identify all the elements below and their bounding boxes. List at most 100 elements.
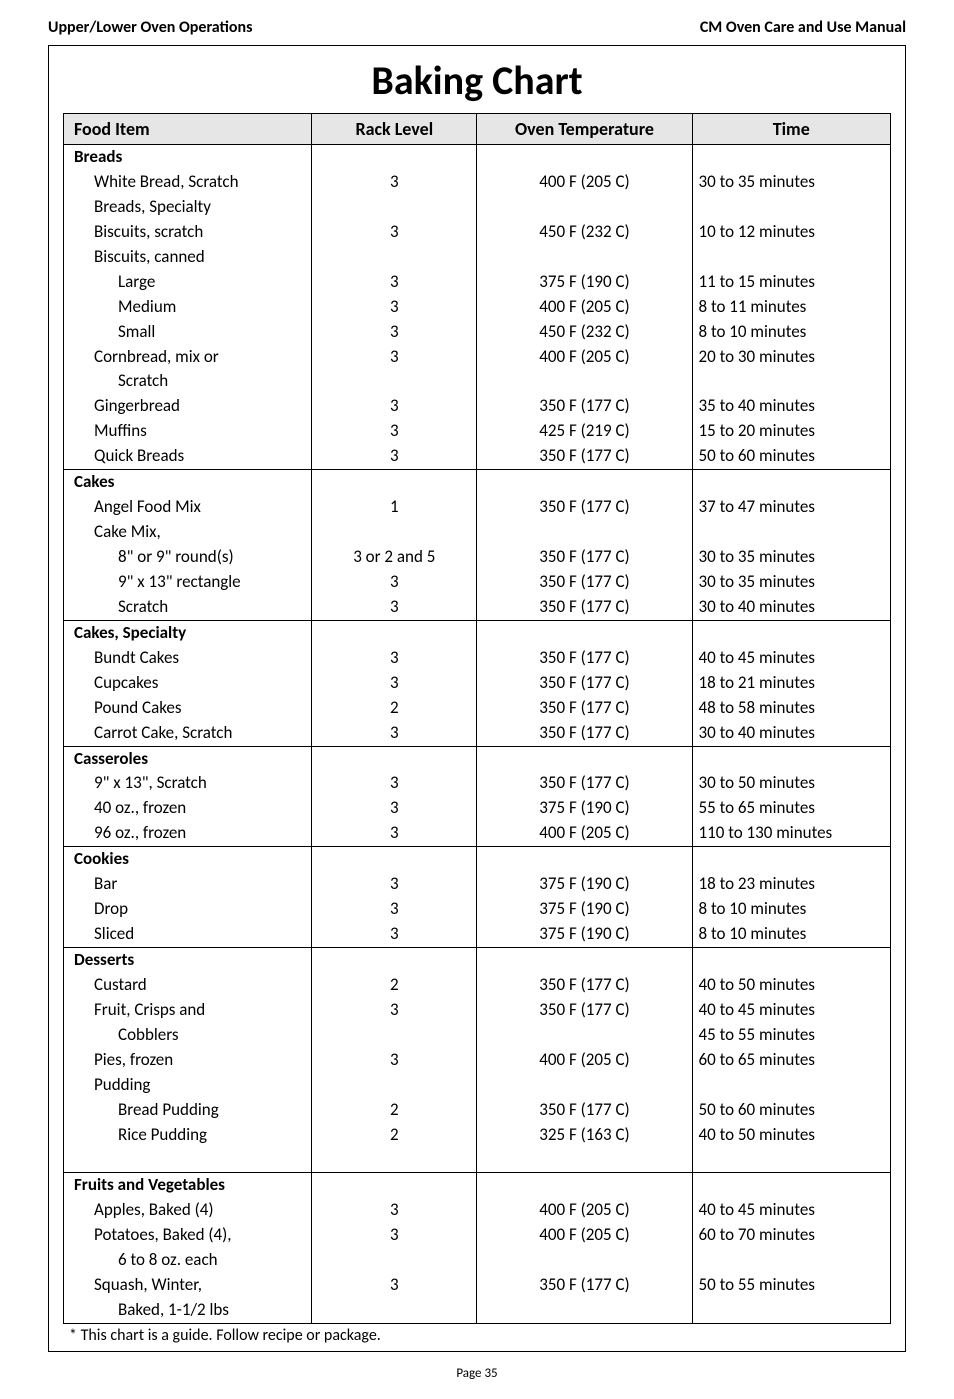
section-header-row: Cakes	[64, 470, 891, 495]
oven-temp-cell: 325 F (163 C)	[477, 1123, 692, 1148]
baking-chart-table: Food Item Rack Level Oven Temperature Ti…	[63, 113, 891, 1324]
rack-level-cell	[312, 245, 477, 270]
rack-level-cell: 3	[312, 646, 477, 671]
chart-box: Baking Chart Food Item Rack Level Oven T…	[48, 45, 906, 1352]
oven-temp-cell	[477, 1148, 692, 1173]
empty-cell	[477, 470, 692, 495]
food-item-cell: Biscuits, canned	[64, 245, 312, 270]
table-header-row: Food Item Rack Level Oven Temperature Ti…	[64, 114, 891, 145]
empty-cell	[477, 746, 692, 771]
empty-cell	[312, 470, 477, 495]
food-item-cell: Cornbread, mix or	[64, 345, 312, 370]
empty-cell	[692, 620, 891, 645]
time-cell	[692, 369, 891, 394]
oven-temp-cell: 350 F (177 C)	[477, 394, 692, 419]
table-row: Cornbread, mix or3400 F (205 C)20 to 30 …	[64, 345, 891, 370]
rack-level-cell	[312, 1148, 477, 1173]
section-name: Cakes	[64, 470, 312, 495]
time-cell: 8 to 10 minutes	[692, 922, 891, 947]
oven-temp-cell	[477, 1023, 692, 1048]
food-item-cell: Fruit, Crisps and	[64, 998, 312, 1023]
table-row: Large3375 F (190 C)11 to 15 minutes	[64, 270, 891, 295]
table-row: Apples, Baked (4)3400 F (205 C)40 to 45 …	[64, 1198, 891, 1223]
rack-level-cell: 3	[312, 570, 477, 595]
rack-level-cell: 3	[312, 419, 477, 444]
food-item-cell: Pound Cakes	[64, 696, 312, 721]
rack-level-cell: 3	[312, 671, 477, 696]
oven-temp-cell: 450 F (232 C)	[477, 220, 692, 245]
oven-temp-cell: 350 F (177 C)	[477, 671, 692, 696]
time-cell: 30 to 50 minutes	[692, 771, 891, 796]
rack-level-cell: 2	[312, 696, 477, 721]
time-cell: 30 to 35 minutes	[692, 170, 891, 195]
food-item-cell: 8" or 9" round(s)	[64, 545, 312, 570]
table-row: Carrot Cake, Scratch3350 F (177 C)30 to …	[64, 721, 891, 746]
time-cell	[692, 1248, 891, 1273]
time-cell: 18 to 21 minutes	[692, 671, 891, 696]
oven-temp-cell: 350 F (177 C)	[477, 595, 692, 620]
food-item-cell: Quick Breads	[64, 444, 312, 469]
section-name: Cookies	[64, 847, 312, 872]
oven-temp-cell: 450 F (232 C)	[477, 320, 692, 345]
section-name: Fruits and Vegetables	[64, 1173, 312, 1198]
food-item-cell: Bar	[64, 872, 312, 897]
food-item-cell: Sliced	[64, 922, 312, 947]
rack-level-cell: 3 or 2 and 5	[312, 545, 477, 570]
rack-level-cell: 3	[312, 1048, 477, 1073]
table-row: Scratch3350 F (177 C)30 to 40 minutes	[64, 595, 891, 620]
food-item-cell: Gingerbread	[64, 394, 312, 419]
food-item-cell: Medium	[64, 295, 312, 320]
oven-temp-cell: 350 F (177 C)	[477, 1273, 692, 1298]
section-header-row: Cookies	[64, 847, 891, 872]
empty-cell	[477, 620, 692, 645]
oven-temp-cell	[477, 1248, 692, 1273]
table-row	[64, 1148, 891, 1173]
oven-temp-cell: 400 F (205 C)	[477, 1223, 692, 1248]
col-oven-temp: Oven Temperature	[477, 114, 692, 145]
time-cell: 18 to 23 minutes	[692, 872, 891, 897]
empty-cell	[692, 470, 891, 495]
table-row: 96 oz., frozen3400 F (205 C)110 to 130 m…	[64, 821, 891, 846]
food-item-cell: Apples, Baked (4)	[64, 1198, 312, 1223]
table-row: Rice Pudding2325 F (163 C)40 to 50 minut…	[64, 1123, 891, 1148]
table-row: Bread Pudding2350 F (177 C)50 to 60 minu…	[64, 1098, 891, 1123]
oven-temp-cell: 375 F (190 C)	[477, 796, 692, 821]
time-cell: 20 to 30 minutes	[692, 345, 891, 370]
time-cell	[692, 1298, 891, 1323]
rack-level-cell: 3	[312, 170, 477, 195]
rack-level-cell	[312, 1023, 477, 1048]
rack-level-cell: 2	[312, 1098, 477, 1123]
time-cell	[692, 1148, 891, 1173]
table-row: 9" x 13", Scratch3350 F (177 C)30 to 50 …	[64, 771, 891, 796]
table-row: Angel Food Mix1350 F (177 C)37 to 47 min…	[64, 495, 891, 520]
time-cell: 40 to 50 minutes	[692, 973, 891, 998]
oven-temp-cell	[477, 1298, 692, 1323]
empty-cell	[477, 948, 692, 973]
table-row: Pudding	[64, 1073, 891, 1098]
rack-level-cell	[312, 1248, 477, 1273]
table-row: 6 to 8 oz. each	[64, 1248, 891, 1273]
section-header-row: Fruits and Vegetables	[64, 1173, 891, 1198]
rack-level-cell: 3	[312, 1273, 477, 1298]
col-time: Time	[692, 114, 891, 145]
table-row: Baked, 1-1/2 lbs	[64, 1298, 891, 1323]
time-cell: 45 to 55 minutes	[692, 1023, 891, 1048]
table-row: Fruit, Crisps and3350 F (177 C)40 to 45 …	[64, 998, 891, 1023]
rack-level-cell	[312, 369, 477, 394]
time-cell: 60 to 65 minutes	[692, 1048, 891, 1073]
table-row: Bundt Cakes3350 F (177 C)40 to 45 minute…	[64, 646, 891, 671]
food-item-cell: 9" x 13" rectangle	[64, 570, 312, 595]
empty-cell	[477, 1173, 692, 1198]
rack-level-cell: 3	[312, 1198, 477, 1223]
time-cell	[692, 520, 891, 545]
table-row: Pound Cakes2350 F (177 C)48 to 58 minute…	[64, 696, 891, 721]
time-cell: 30 to 40 minutes	[692, 595, 891, 620]
oven-temp-cell: 400 F (205 C)	[477, 345, 692, 370]
table-row: Cupcakes3350 F (177 C)18 to 21 minutes	[64, 671, 891, 696]
oven-temp-cell	[477, 520, 692, 545]
page-header: Upper/Lower Oven Operations CM Oven Care…	[48, 18, 906, 37]
time-cell: 37 to 47 minutes	[692, 495, 891, 520]
table-row: Biscuits, scratch3450 F (232 C)10 to 12 …	[64, 220, 891, 245]
oven-temp-cell: 375 F (190 C)	[477, 270, 692, 295]
time-cell: 50 to 60 minutes	[692, 1098, 891, 1123]
